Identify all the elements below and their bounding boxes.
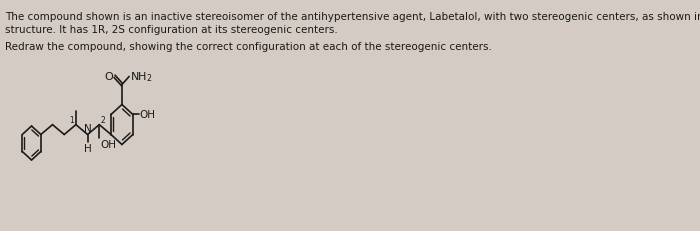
Text: The compound shown is an inactive stereoisomer of the antihypertensive agent, La: The compound shown is an inactive stereo… [5,12,700,22]
Text: 1: 1 [69,116,74,125]
Text: N: N [84,124,92,134]
Text: OH: OH [100,139,116,149]
Text: structure. It has 1R, 2S configuration at its stereogenic centers.: structure. It has 1R, 2S configuration a… [5,25,338,35]
Text: OH: OH [140,110,156,120]
Text: NH$_2$: NH$_2$ [130,70,153,84]
Text: O: O [105,72,113,82]
Text: 2: 2 [100,116,105,125]
Text: H: H [84,143,92,153]
Text: Redraw the compound, showing the correct configuration at each of the stereogeni: Redraw the compound, showing the correct… [5,42,492,52]
